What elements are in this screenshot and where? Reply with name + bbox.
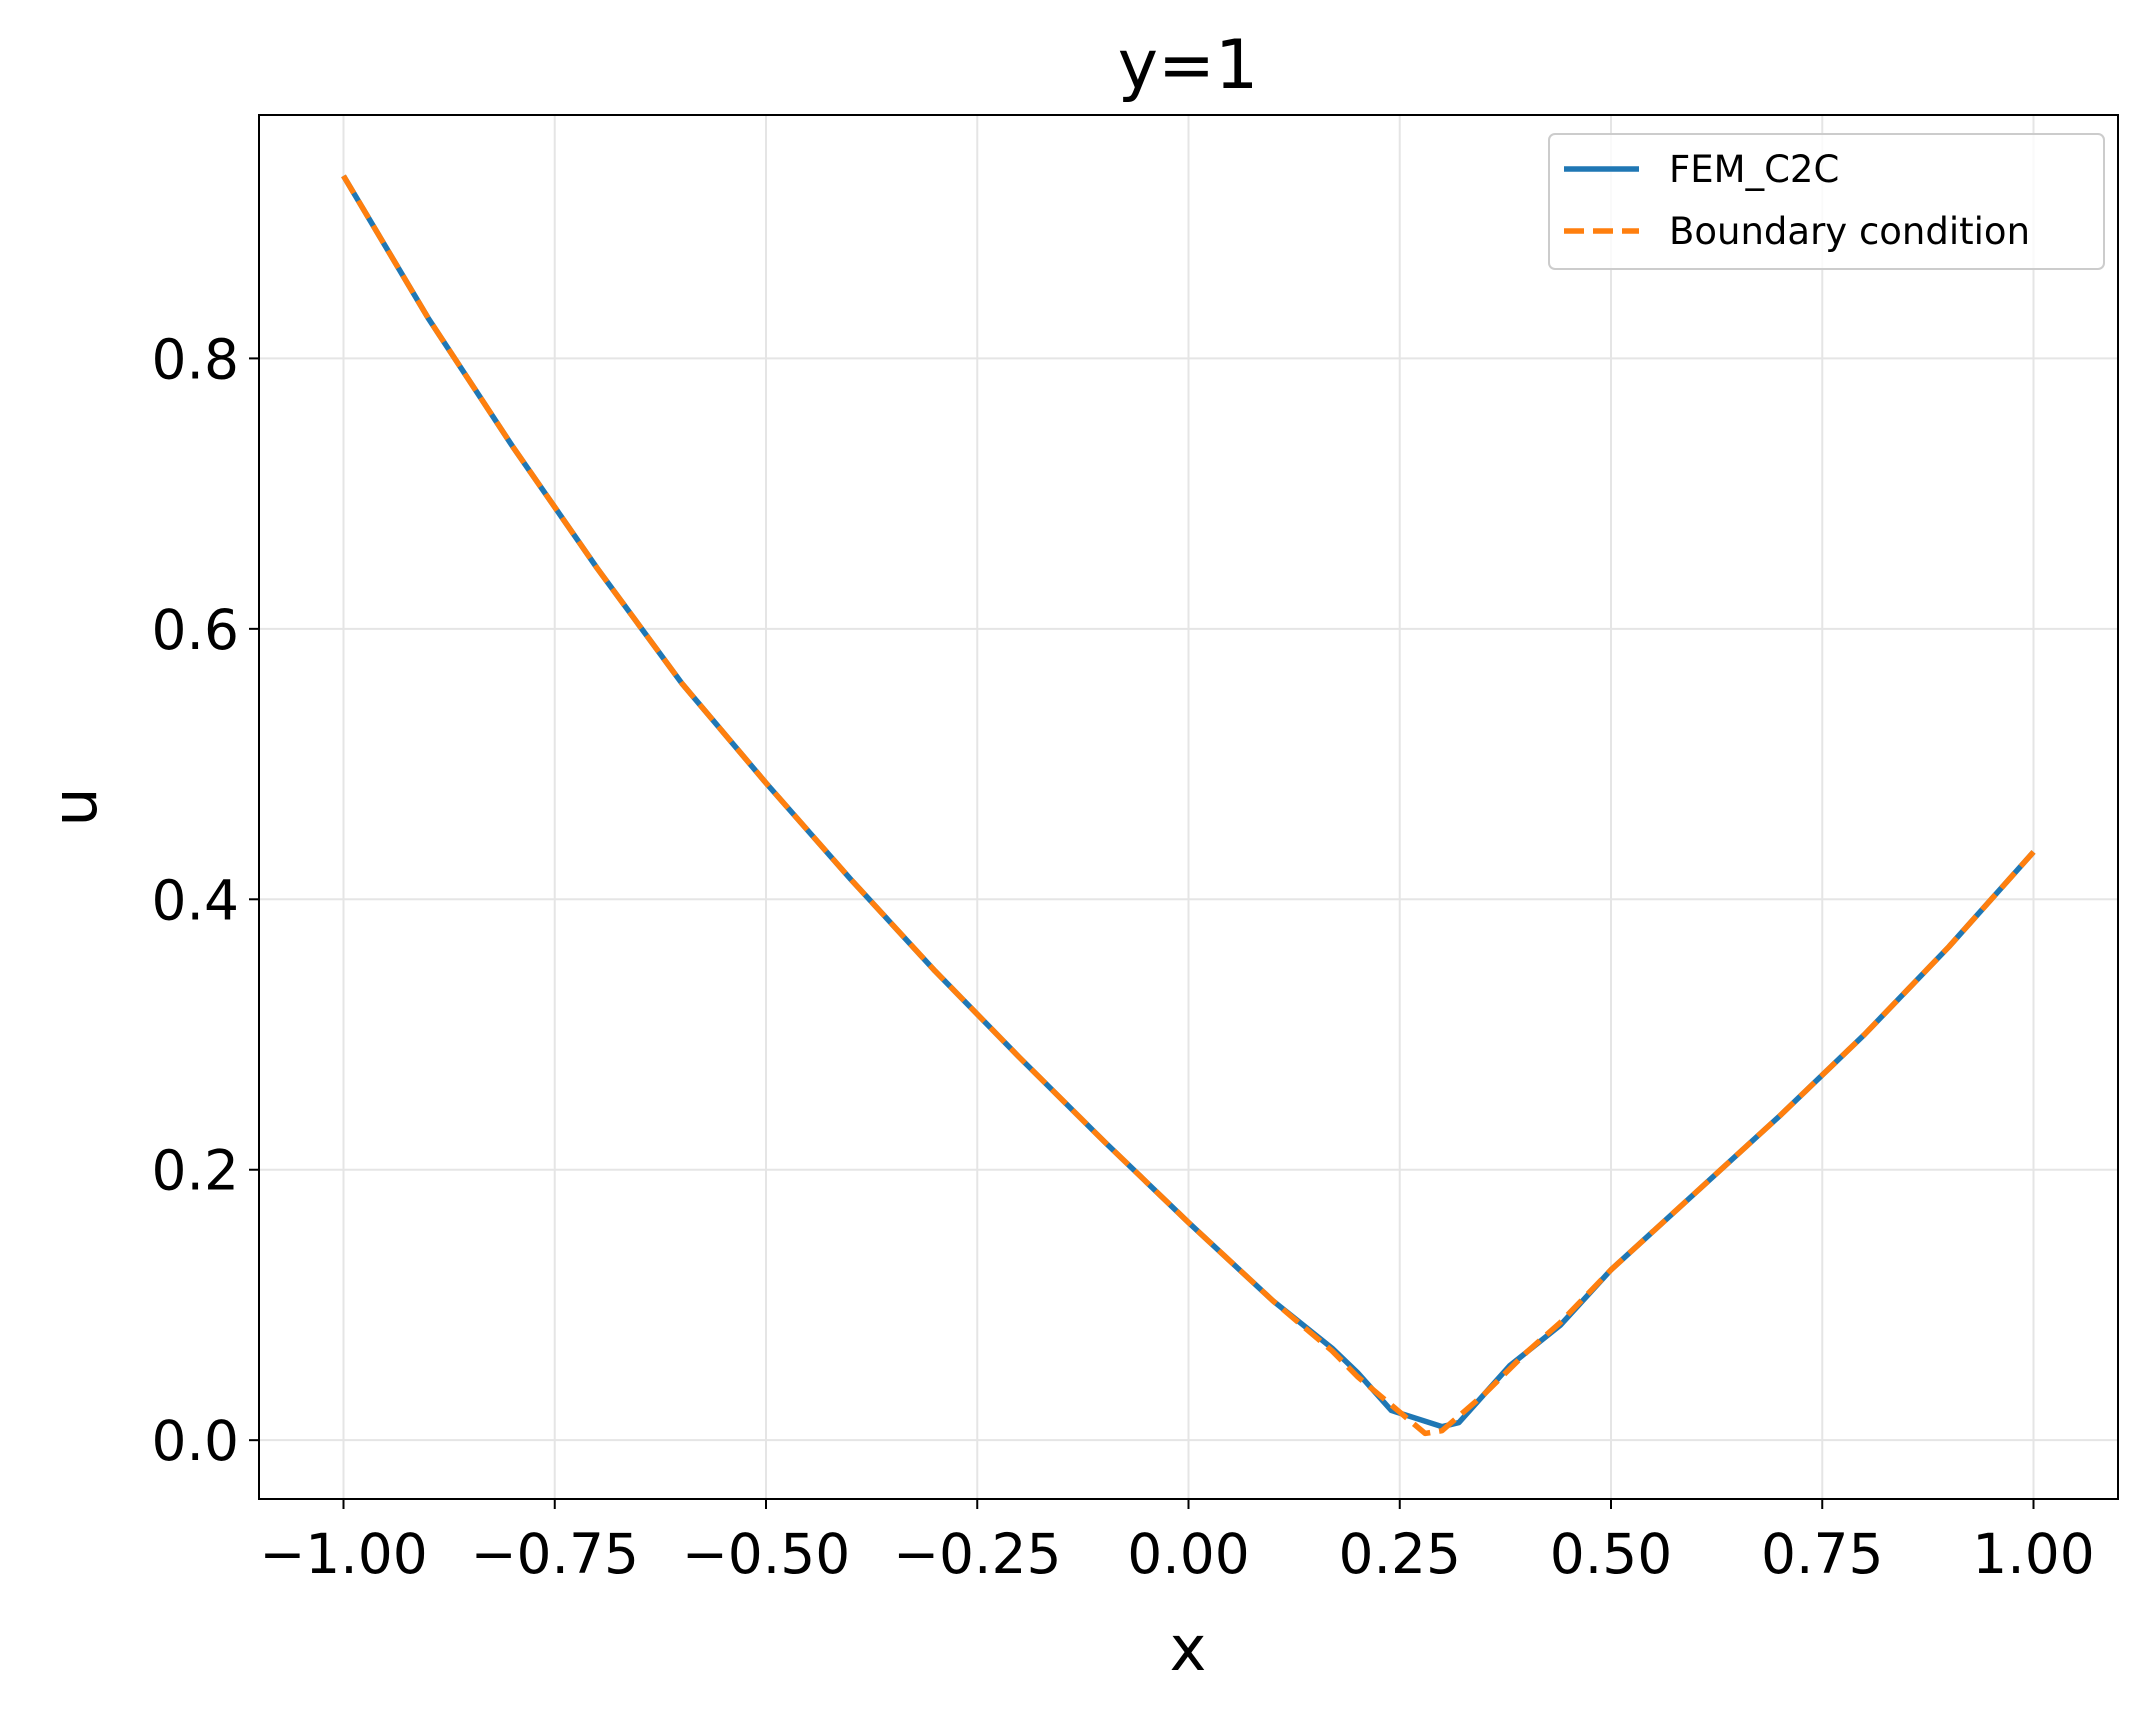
y-tick-label: 0.2 xyxy=(152,1139,239,1203)
y-tick-label: 0.4 xyxy=(152,868,239,932)
y-tick-label: 0.8 xyxy=(152,327,239,391)
x-tick-label: −0.75 xyxy=(470,1522,639,1586)
x-tick-label: −0.50 xyxy=(682,1522,851,1586)
plot-frame xyxy=(258,114,2119,1500)
x-axis-label: x xyxy=(1170,1612,1207,1685)
chart-title: y=1 xyxy=(1118,26,1258,105)
legend-label: FEM_C2C xyxy=(1669,148,1839,191)
x-tick-label: 0.00 xyxy=(1127,1522,1249,1586)
data-line xyxy=(341,174,2036,1437)
legend-box xyxy=(1548,133,2105,270)
x-tick-label: 0.75 xyxy=(1761,1522,1883,1586)
x-tick-label: −1.00 xyxy=(259,1522,428,1586)
y-tick-label: 0.0 xyxy=(152,1409,239,1473)
x-tick-label: −0.25 xyxy=(893,1522,1062,1586)
legend: FEM_C2C Boundary condition xyxy=(1548,133,2105,270)
y-tick-label: 0.6 xyxy=(152,598,239,662)
legend-label: Boundary condition xyxy=(1669,210,2030,253)
y-axis-label: u xyxy=(38,787,111,826)
x-tick-label: 0.25 xyxy=(1339,1522,1461,1586)
x-tick-label: 0.50 xyxy=(1550,1522,1672,1586)
x-tick-label: 1.00 xyxy=(1972,1522,2094,1586)
